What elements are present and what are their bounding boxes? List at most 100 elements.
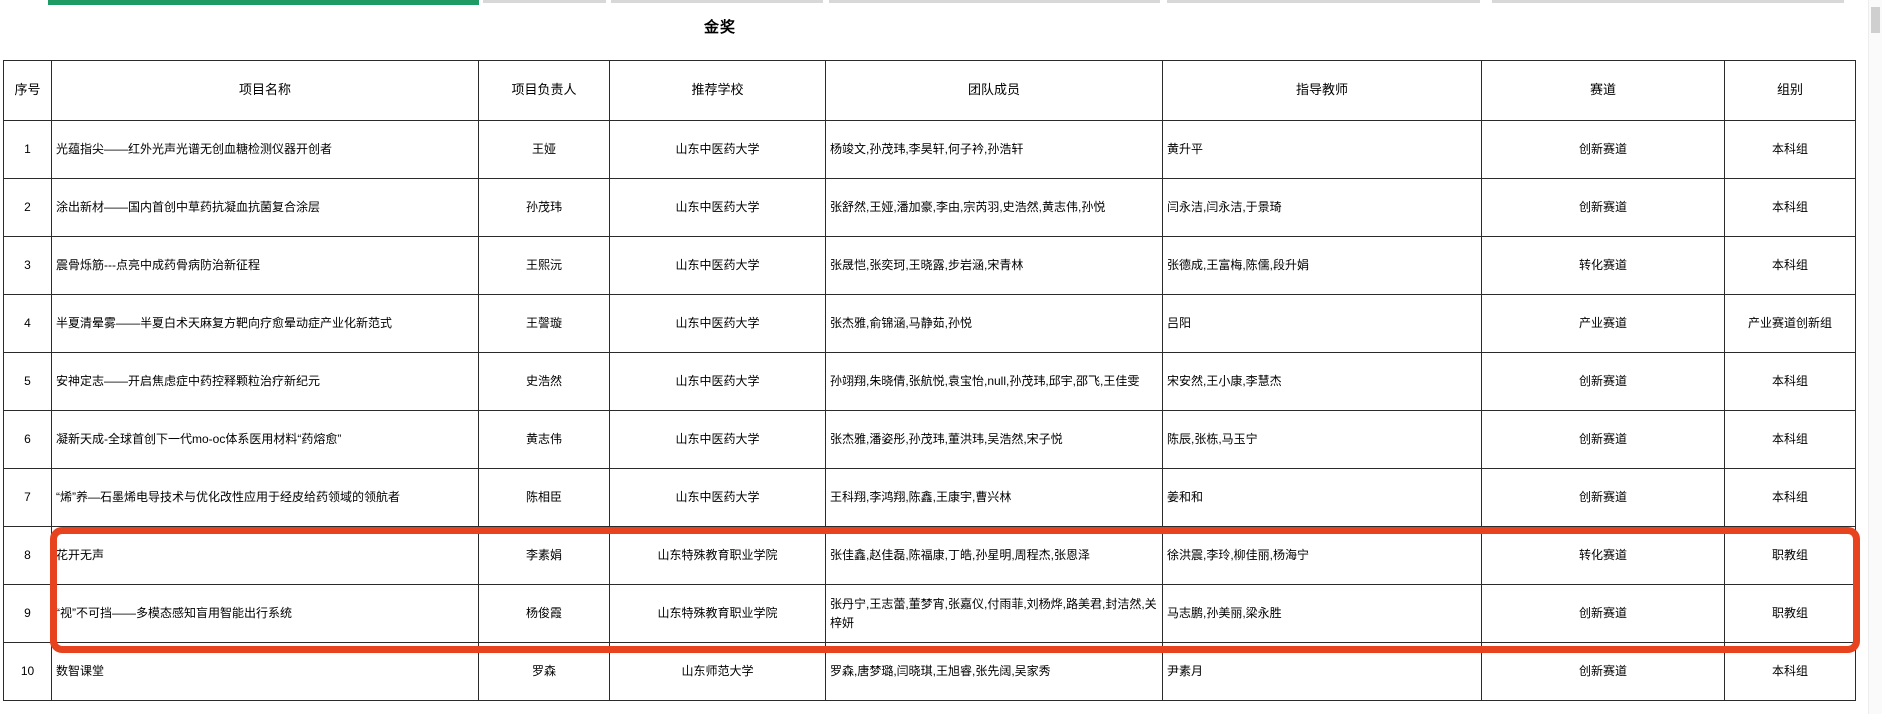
cell-project-name[interactable]: 凝新天成-全球首创下一代mo-oc体系医用材料“药熔愈”: [51, 410, 479, 469]
cell-leader[interactable]: 王娅: [478, 120, 610, 179]
cell-project-name[interactable]: 光蕴指尖——红外光声光谱无创血糖检测仪器开创者: [51, 120, 479, 179]
cell-leader[interactable]: 陈相臣: [478, 468, 610, 527]
cell-group[interactable]: 本科组: [1724, 352, 1856, 411]
cell-leader[interactable]: 王熙沅: [478, 236, 610, 295]
cell-index[interactable]: 7: [3, 468, 52, 527]
cell-project-name[interactable]: “视”不可挡——多模态感知盲用智能出行系统: [51, 584, 479, 643]
table-row: 5 安神定志——开启焦虑症中药控释颗粒治疗新纪元 史浩然 山东中医药大学 孙翊翔,朱晓倩…: [3, 352, 1856, 411]
cell-leader[interactable]: 王謦璇: [478, 294, 610, 353]
cell-school[interactable]: 山东中医药大学: [609, 294, 826, 353]
column-header-advisors[interactable]: 指导教师: [1162, 60, 1482, 121]
cell-track[interactable]: 创新赛道: [1481, 468, 1725, 527]
cell-track[interactable]: 创新赛道: [1481, 642, 1725, 701]
table-row: 8 花开无声 李素娟 山东特殊教育职业学院 张佳鑫,赵佳磊,陈福康,丁皓,孙星明,周程杰…: [3, 526, 1856, 585]
cell-index[interactable]: 6: [3, 410, 52, 469]
cell-advisors[interactable]: 陈辰,张栋,马玉宁: [1162, 410, 1482, 469]
gray-cell-fragment: [611, 0, 823, 3]
cell-index[interactable]: 5: [3, 352, 52, 411]
cell-index[interactable]: 10: [3, 642, 52, 701]
column-header-index[interactable]: 序号: [3, 60, 52, 121]
cell-group[interactable]: 本科组: [1724, 120, 1856, 179]
cell-leader[interactable]: 罗森: [478, 642, 610, 701]
gray-cell-fragment: [483, 0, 606, 3]
cell-advisors[interactable]: 宋安然,王小康,李慧杰: [1162, 352, 1482, 411]
column-header-project-name[interactable]: 项目名称: [51, 60, 479, 121]
cell-leader[interactable]: 黄志伟: [478, 410, 610, 469]
cell-school[interactable]: 山东特殊教育职业学院: [609, 526, 826, 585]
cell-project-name[interactable]: 花开无声: [51, 526, 479, 585]
cell-group[interactable]: 职教组: [1724, 584, 1856, 643]
cell-team-members[interactable]: 孙翊翔,朱晓倩,张航悦,袁宝怡,null,孙茂玮,邱宇,邵飞,王佳雯: [825, 352, 1163, 411]
cell-team-members[interactable]: 杨竣文,孙茂玮,李昊轩,何子衿,孙浩轩: [825, 120, 1163, 179]
cell-project-name[interactable]: 半夏清晕雾——半夏白术天麻复方靶向疗愈晕动症产业化新范式: [51, 294, 479, 353]
cell-school[interactable]: 山东特殊教育职业学院: [609, 584, 826, 643]
cell-school[interactable]: 山东师范大学: [609, 642, 826, 701]
cell-project-name[interactable]: 安神定志——开启焦虑症中药控释颗粒治疗新纪元: [51, 352, 479, 411]
cell-group[interactable]: 职教组: [1724, 526, 1856, 585]
cell-school[interactable]: 山东中医药大学: [609, 410, 826, 469]
cell-team-members[interactable]: 张舒然,王娅,潘加豪,李由,宗芮羽,史浩然,黄志伟,孙悦: [825, 178, 1163, 237]
cell-group[interactable]: 本科组: [1724, 178, 1856, 237]
gray-cell-fragment: [1167, 0, 1480, 3]
cell-index[interactable]: 4: [3, 294, 52, 353]
cell-group[interactable]: 本科组: [1724, 468, 1856, 527]
cell-team-members[interactable]: 张晟恺,张奕珂,王晓露,步岩涵,宋青林: [825, 236, 1163, 295]
cell-advisors[interactable]: 马志鹏,孙美丽,梁永胜: [1162, 584, 1482, 643]
cell-index[interactable]: 2: [3, 178, 52, 237]
cell-advisors[interactable]: 尹素月: [1162, 642, 1482, 701]
cell-school[interactable]: 山东中医药大学: [609, 468, 826, 527]
cell-school[interactable]: 山东中医药大学: [609, 120, 826, 179]
cell-track[interactable]: 转化赛道: [1481, 526, 1725, 585]
cell-group[interactable]: 产业赛道创新组: [1724, 294, 1856, 353]
cell-project-name[interactable]: 涂出新材——国内首创中草药抗凝血抗菌复合涂层: [51, 178, 479, 237]
cell-team-members[interactable]: 张丹宁,王志蕾,董梦宵,张嘉仪,付雨菲,刘杨烨,路美君,封洁然,关梓妍: [825, 584, 1163, 643]
cell-project-name[interactable]: 震骨烁筋---点亮中成药骨病防治新征程: [51, 236, 479, 295]
top-row-remnant: [0, 0, 1882, 6]
cell-school[interactable]: 山东中医药大学: [609, 352, 826, 411]
cell-leader[interactable]: 孙茂玮: [478, 178, 610, 237]
column-header-school[interactable]: 推荐学校: [609, 60, 826, 121]
cell-advisors[interactable]: 姜和和: [1162, 468, 1482, 527]
scrollbar-thumb[interactable]: [1871, 7, 1880, 33]
cell-track[interactable]: 创新赛道: [1481, 352, 1725, 411]
column-header-team-members[interactable]: 团队成员: [825, 60, 1163, 121]
cell-track[interactable]: 产业赛道: [1481, 294, 1725, 353]
cell-index[interactable]: 8: [3, 526, 52, 585]
table-row: 4 半夏清晕雾——半夏白术天麻复方靶向疗愈晕动症产业化新范式 王謦璇 山东中医药大学张…: [3, 294, 1856, 353]
cell-project-name[interactable]: 数智课堂: [51, 642, 479, 701]
column-header-group[interactable]: 组别: [1724, 60, 1856, 121]
cell-leader[interactable]: 史浩然: [478, 352, 610, 411]
cell-leader[interactable]: 李素娟: [478, 526, 610, 585]
cell-index[interactable]: 9: [3, 584, 52, 643]
cell-track[interactable]: 转化赛道: [1481, 236, 1725, 295]
column-header-track[interactable]: 赛道: [1481, 60, 1725, 121]
cell-leader[interactable]: 杨俊霞: [478, 584, 610, 643]
cell-advisors[interactable]: 吕阳: [1162, 294, 1482, 353]
cell-team-members[interactable]: 张佳鑫,赵佳磊,陈福康,丁皓,孙星明,周程杰,张恩泽: [825, 526, 1163, 585]
cell-team-members[interactable]: 王科翔,李鸿翔,陈鑫,王康宇,曹兴林: [825, 468, 1163, 527]
cell-advisors[interactable]: 闫永洁,闫永洁,于景琦: [1162, 178, 1482, 237]
cell-index[interactable]: 1: [3, 120, 52, 179]
cell-advisors[interactable]: 张德成,王富梅,陈儒,段升娟: [1162, 236, 1482, 295]
cell-index[interactable]: 3: [3, 236, 52, 295]
cell-team-members[interactable]: 罗森,唐梦璐,闫晓琪,王旭睿,张先阔,吴家秀: [825, 642, 1163, 701]
cell-track[interactable]: 创新赛道: [1481, 120, 1725, 179]
column-header-leader[interactable]: 项目负责人: [478, 60, 610, 121]
cell-school[interactable]: 山东中医药大学: [609, 236, 826, 295]
cell-group[interactable]: 本科组: [1724, 410, 1856, 469]
cell-group[interactable]: 本科组: [1724, 642, 1856, 701]
cell-group[interactable]: 本科组: [1724, 236, 1856, 295]
table-row: 1 光蕴指尖——红外光声光谱无创血糖检测仪器开创者 王娅 山东中医药大学 杨竣文,孙茂玮…: [3, 120, 1856, 179]
cell-project-name[interactable]: “烯”养—石墨烯电导技术与优化改性应用于经皮给药领域的领航者: [51, 468, 479, 527]
cell-track[interactable]: 创新赛道: [1481, 410, 1725, 469]
green-cell-fragment: [48, 0, 479, 5]
cell-school[interactable]: 山东中医药大学: [609, 178, 826, 237]
cell-advisors[interactable]: 徐洪震,李玲,柳佳丽,杨海宁: [1162, 526, 1482, 585]
cell-track[interactable]: 创新赛道: [1481, 178, 1725, 237]
vertical-scrollbar[interactable]: [1868, 0, 1882, 714]
cell-team-members[interactable]: 张杰雅,潘姿彤,孙茂玮,董洪玮,吴浩然,宋子悦: [825, 410, 1163, 469]
cell-team-members[interactable]: 张杰雅,俞锦涵,马静茹,孙悦: [825, 294, 1163, 353]
cell-track[interactable]: 创新赛道: [1481, 584, 1725, 643]
cell-advisors[interactable]: 黄升平: [1162, 120, 1482, 179]
